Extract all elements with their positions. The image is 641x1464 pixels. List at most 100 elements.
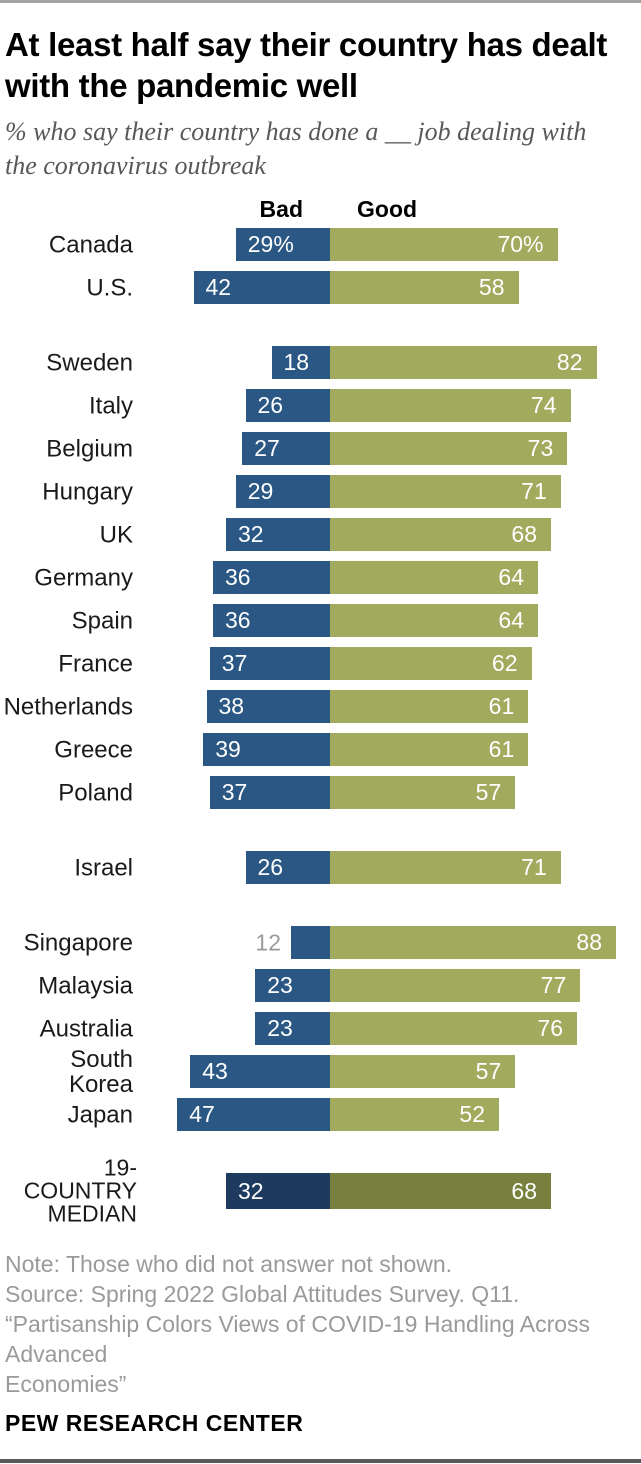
- good-bar: 62: [330, 647, 532, 680]
- good-value: 61: [488, 736, 515, 762]
- bad-value-outside: 12: [255, 929, 281, 955]
- good-value: 74: [530, 392, 557, 418]
- good-bar: 73: [330, 432, 568, 465]
- brand-label: PEW RESEARCH CENTER: [5, 1410, 304, 1436]
- bad-value: 36: [225, 564, 251, 590]
- country-label: Poland: [58, 779, 133, 806]
- bad-value: 36: [225, 607, 251, 633]
- bar-row: Italy 26 74: [0, 389, 641, 422]
- bad-value: 26: [257, 392, 284, 418]
- good-bar: 61: [330, 733, 529, 766]
- good-bar: 58: [330, 271, 519, 304]
- good-value: 77: [540, 972, 567, 998]
- bar-row: Sweden 18 82: [0, 346, 641, 379]
- country-label: Spain: [71, 607, 133, 634]
- bad-value: 42: [205, 274, 232, 300]
- country-label: U.S.: [86, 274, 133, 301]
- chart-title: At least half say their country has deal…: [5, 24, 636, 106]
- bad-value: 29%: [247, 231, 294, 257]
- good-value: 62: [491, 650, 518, 676]
- country-label: Germany: [34, 564, 133, 591]
- bad-value: 37: [221, 779, 248, 805]
- country-label: Belgium: [46, 435, 133, 462]
- bad-value: 29: [247, 478, 274, 504]
- good-value: 76: [537, 1015, 563, 1041]
- bad-bar: 47: [177, 1098, 330, 1131]
- good-bar: 68: [330, 518, 551, 551]
- bad-bar: 29%: [235, 228, 330, 261]
- country-label: Malaysia: [38, 972, 133, 999]
- bad-bar: 26: [245, 389, 330, 422]
- bar-row: Japan 47 52: [0, 1098, 641, 1131]
- good-bar: 57: [330, 776, 516, 809]
- bad-bar: 39: [203, 733, 330, 766]
- good-bar: 82: [330, 346, 597, 379]
- chart-title-line1: At least half say their country has deal…: [5, 26, 608, 63]
- good-bar: 77: [330, 969, 581, 1002]
- bad-value: 47: [189, 1101, 215, 1127]
- country-label: Singapore: [23, 929, 133, 956]
- good-bar: 64: [330, 561, 538, 594]
- citation-line: “Partisanship Colors Views of COVID-19 H…: [5, 1309, 636, 1399]
- bad-value: 27: [254, 435, 280, 461]
- bad-value: 23: [267, 972, 293, 998]
- bar-row: U.S. 42 58: [0, 271, 641, 304]
- bar-row: Israel 26 71: [0, 851, 641, 884]
- country-label: Hungary: [42, 478, 133, 505]
- good-value: 57: [475, 779, 502, 805]
- bad-bar: [291, 926, 330, 959]
- bar-row: Germany 36 64: [0, 561, 641, 594]
- bar-row: 19-COUNTRY MEDIAN 32 68: [0, 1156, 641, 1225]
- legend: Bad Good: [0, 196, 641, 222]
- top-border: [0, 0, 641, 3]
- country-label: Italy: [88, 392, 133, 419]
- bar-row: Hungary 29 71: [0, 475, 641, 508]
- bad-bar: 27: [242, 432, 330, 465]
- bar-row: Poland 37 57: [0, 776, 641, 809]
- bad-bar: 23: [255, 1012, 330, 1045]
- bad-value: 26: [257, 854, 284, 880]
- good-bar: 61: [330, 690, 529, 723]
- good-bar: 88: [330, 926, 616, 959]
- bad-bar: 42: [193, 271, 330, 304]
- bar-row: South Korea 43 57: [0, 1047, 641, 1097]
- bar-row: Netherlands 38 61: [0, 690, 641, 723]
- good-bar: 74: [330, 389, 571, 422]
- bad-bar: 32: [226, 1173, 330, 1209]
- bad-bar: 43: [190, 1055, 330, 1088]
- good-value: 58: [478, 274, 505, 300]
- bad-bar: 29: [235, 475, 330, 508]
- legend-label-bad: Bad: [259, 196, 303, 222]
- chart-title-line2: with the pandemic well: [5, 67, 358, 104]
- bad-value: 32: [238, 521, 264, 547]
- bad-value: 38: [218, 693, 245, 719]
- bad-value: 18: [283, 349, 310, 375]
- bad-value: 37: [221, 650, 248, 676]
- bad-bar: 32: [226, 518, 330, 551]
- bar-row: Spain 36 64: [0, 604, 641, 637]
- bad-value: 43: [202, 1058, 228, 1084]
- good-bar: 68: [330, 1173, 551, 1209]
- good-value: 68: [511, 521, 537, 547]
- plot-area: Canada 29% 70% U.S. 42 58 Sweden 18 82 Italy 26 74 B…: [0, 228, 641, 1225]
- good-bar: 57: [330, 1055, 516, 1088]
- bad-bar: 37: [209, 647, 330, 680]
- good-value: 70%: [497, 231, 544, 257]
- bar-row: France 37 62: [0, 647, 641, 680]
- country-label: Israel: [74, 854, 133, 881]
- bad-bar: 37: [209, 776, 330, 809]
- country-label: 19-COUNTRY MEDIAN: [23, 1154, 137, 1227]
- bad-value: 39: [215, 736, 241, 762]
- bar-row: Belgium 27 73: [0, 432, 641, 465]
- citation-line2: Economies”: [5, 1371, 127, 1397]
- good-value: 68: [511, 1177, 537, 1204]
- bad-bar: 36: [213, 561, 330, 594]
- country-label: Netherlands: [3, 693, 133, 720]
- country-label: Greece: [54, 736, 133, 763]
- source-line: Source: Spring 2022 Global Attitudes Sur…: [5, 1281, 520, 1307]
- good-value: 73: [527, 435, 554, 461]
- good-bar: 71: [330, 475, 561, 508]
- footer-notes: Note: Those who did not answer not shown…: [5, 1249, 636, 1399]
- chart-subtitle-line2: the coronavirus outbreak: [5, 151, 266, 180]
